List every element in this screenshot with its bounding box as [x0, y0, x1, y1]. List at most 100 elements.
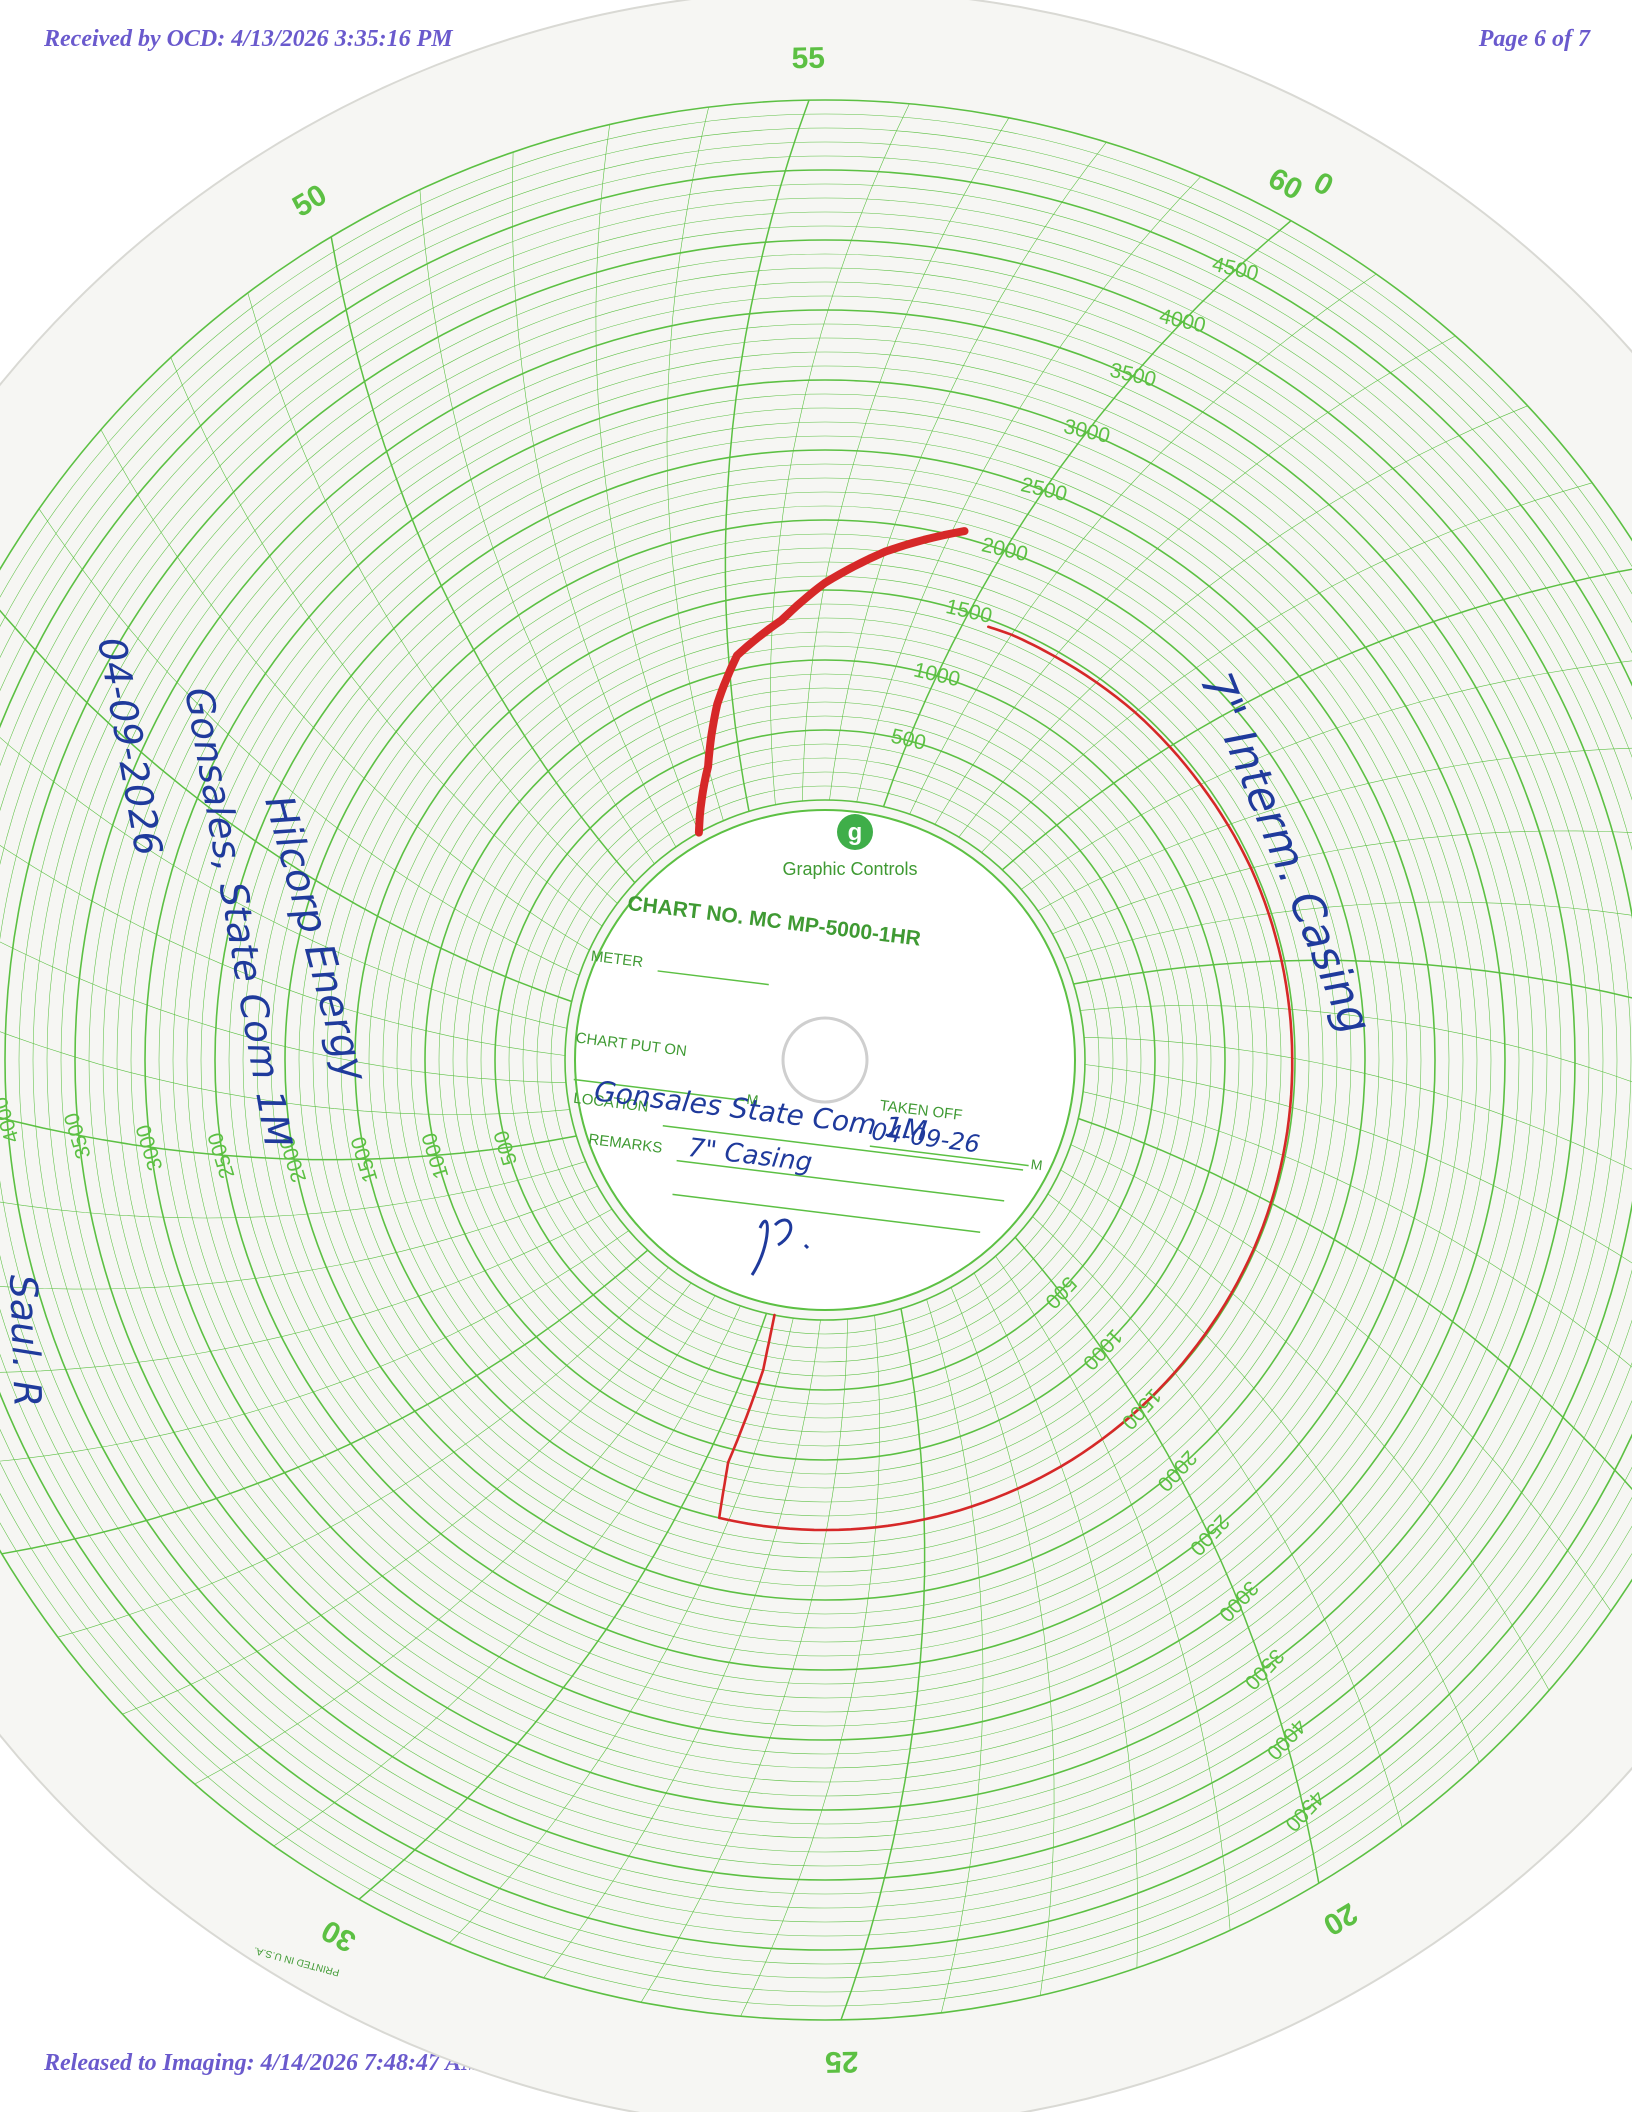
time-arc [0, 941, 567, 1083]
time-arc [595, 124, 700, 833]
pressure-ring [102, 337, 1548, 1783]
time-arc [247, 292, 618, 904]
time-arc [1084, 1064, 1632, 1264]
time-arc [666, 107, 724, 821]
pressure-ring [214, 449, 1436, 1671]
time-arc [419, 189, 655, 864]
hub-card: g Graphic Controls CHART NO. MC MP-5000-… [572, 809, 1076, 1311]
meter-label: METER [590, 948, 644, 971]
pressure-ring [172, 407, 1478, 1713]
pressure-ring [242, 477, 1408, 1643]
pressure-ring [0, 183, 1632, 1937]
pressure-ring [0, 155, 1632, 1965]
pressure-ring [88, 323, 1562, 1797]
brand-logo [837, 814, 873, 850]
pressure-ring [74, 309, 1576, 1811]
time-arc [1073, 959, 1632, 999]
time-arc [0, 1230, 629, 1462]
released-stamp: Released to Imaging: 4/14/2026 7:48:47 A… [38, 2048, 489, 2079]
time-arc [1060, 1169, 1550, 1691]
pressure-ring [228, 463, 1422, 1657]
time-arc [1001, 568, 1632, 871]
pressure-ring [0, 99, 1632, 2021]
time-arc [802, 117, 1010, 802]
time-arc [770, 103, 910, 805]
time-arc [0, 737, 567, 1029]
time-arc [0, 1031, 570, 1115]
time-arc [122, 1282, 692, 1715]
pressure-ring [256, 491, 1394, 1629]
hub-initials-mark [750, 1218, 810, 1276]
time-arc [1014, 1236, 1320, 1884]
time-arc [995, 1256, 1231, 1931]
time-arc [57, 1267, 669, 1638]
time-arc [950, 1287, 1055, 1996]
time-arc [511, 152, 677, 848]
pressure-ring [144, 379, 1506, 1741]
pressure-ring [480, 715, 1170, 1405]
note-tester: Saul. R [1, 1274, 50, 1408]
pressure-ring [536, 771, 1114, 1349]
minute-label: 55 [791, 42, 825, 76]
time-arc [100, 429, 590, 951]
time-arc [981, 482, 1593, 853]
pressure-ring [452, 687, 1198, 1433]
time-arc [1037, 747, 1632, 912]
time-arc [724, 99, 810, 812]
hub-hole [781, 1016, 869, 1104]
time-arc [882, 220, 1292, 807]
time-arc [38, 508, 580, 976]
time-arc [330, 236, 636, 884]
page-number-stamp: Page 6 of 7 [1472, 24, 1596, 55]
trace-series-1 [717, 625, 1294, 1532]
pressure-ring [564, 799, 1086, 1321]
time-arc [273, 1305, 741, 1847]
time-arc [640, 1318, 848, 2003]
time-arc [0, 1208, 613, 1373]
pressure-ring [18, 253, 1632, 1867]
pressure-ring [186, 421, 1464, 1699]
pressure-ring [326, 561, 1324, 1559]
time-arc [1052, 830, 1632, 935]
pressure-ring [466, 701, 1184, 1419]
time-arc [1083, 1091, 1632, 1368]
pressure-ring [368, 603, 1282, 1517]
time-arc [856, 176, 1202, 802]
time-arc [0, 1185, 598, 1290]
time-arc [0, 1161, 586, 1219]
pressure-ring [0, 169, 1632, 1951]
pressure-ring [298, 533, 1352, 1587]
pressure-ring [382, 617, 1268, 1503]
time-arc [934, 335, 1456, 825]
pressure-ring [0, 225, 1632, 1895]
pressure-ring [32, 267, 1618, 1853]
pressure-ring [270, 505, 1380, 1615]
time-arc [0, 1116, 577, 1161]
pressure-ring [312, 547, 1338, 1573]
chart-grid [0, 99, 1632, 2021]
brand-logo-initial: g [848, 819, 863, 846]
time-arc [926, 1299, 984, 2013]
time-arc [973, 1272, 1139, 1968]
pressure-ring [396, 631, 1254, 1489]
pressure-ring [130, 365, 1520, 1755]
time-arc [170, 357, 603, 927]
pressure-ring [200, 435, 1450, 1685]
time-arc [0, 609, 572, 1003]
time-arc [909, 273, 1377, 815]
pressure-ring [550, 785, 1100, 1335]
pressure-ring [60, 295, 1590, 1825]
pressure-ring [0, 211, 1632, 1909]
pressure-ring [494, 729, 1156, 1391]
received-stamp: Received by OCD: 4/13/2026 3:35:16 PM [38, 24, 459, 55]
time-arc [358, 1313, 768, 1900]
pressure-ring [424, 659, 1226, 1461]
pressure-ring [46, 281, 1604, 1839]
time-arc [1080, 1005, 1632, 1083]
pressure-ring [522, 757, 1128, 1363]
time-arc [1078, 1117, 1632, 1491]
pressure-ring [340, 575, 1310, 1545]
time-arc [1047, 1193, 1480, 1763]
time-arc [1021, 660, 1632, 890]
